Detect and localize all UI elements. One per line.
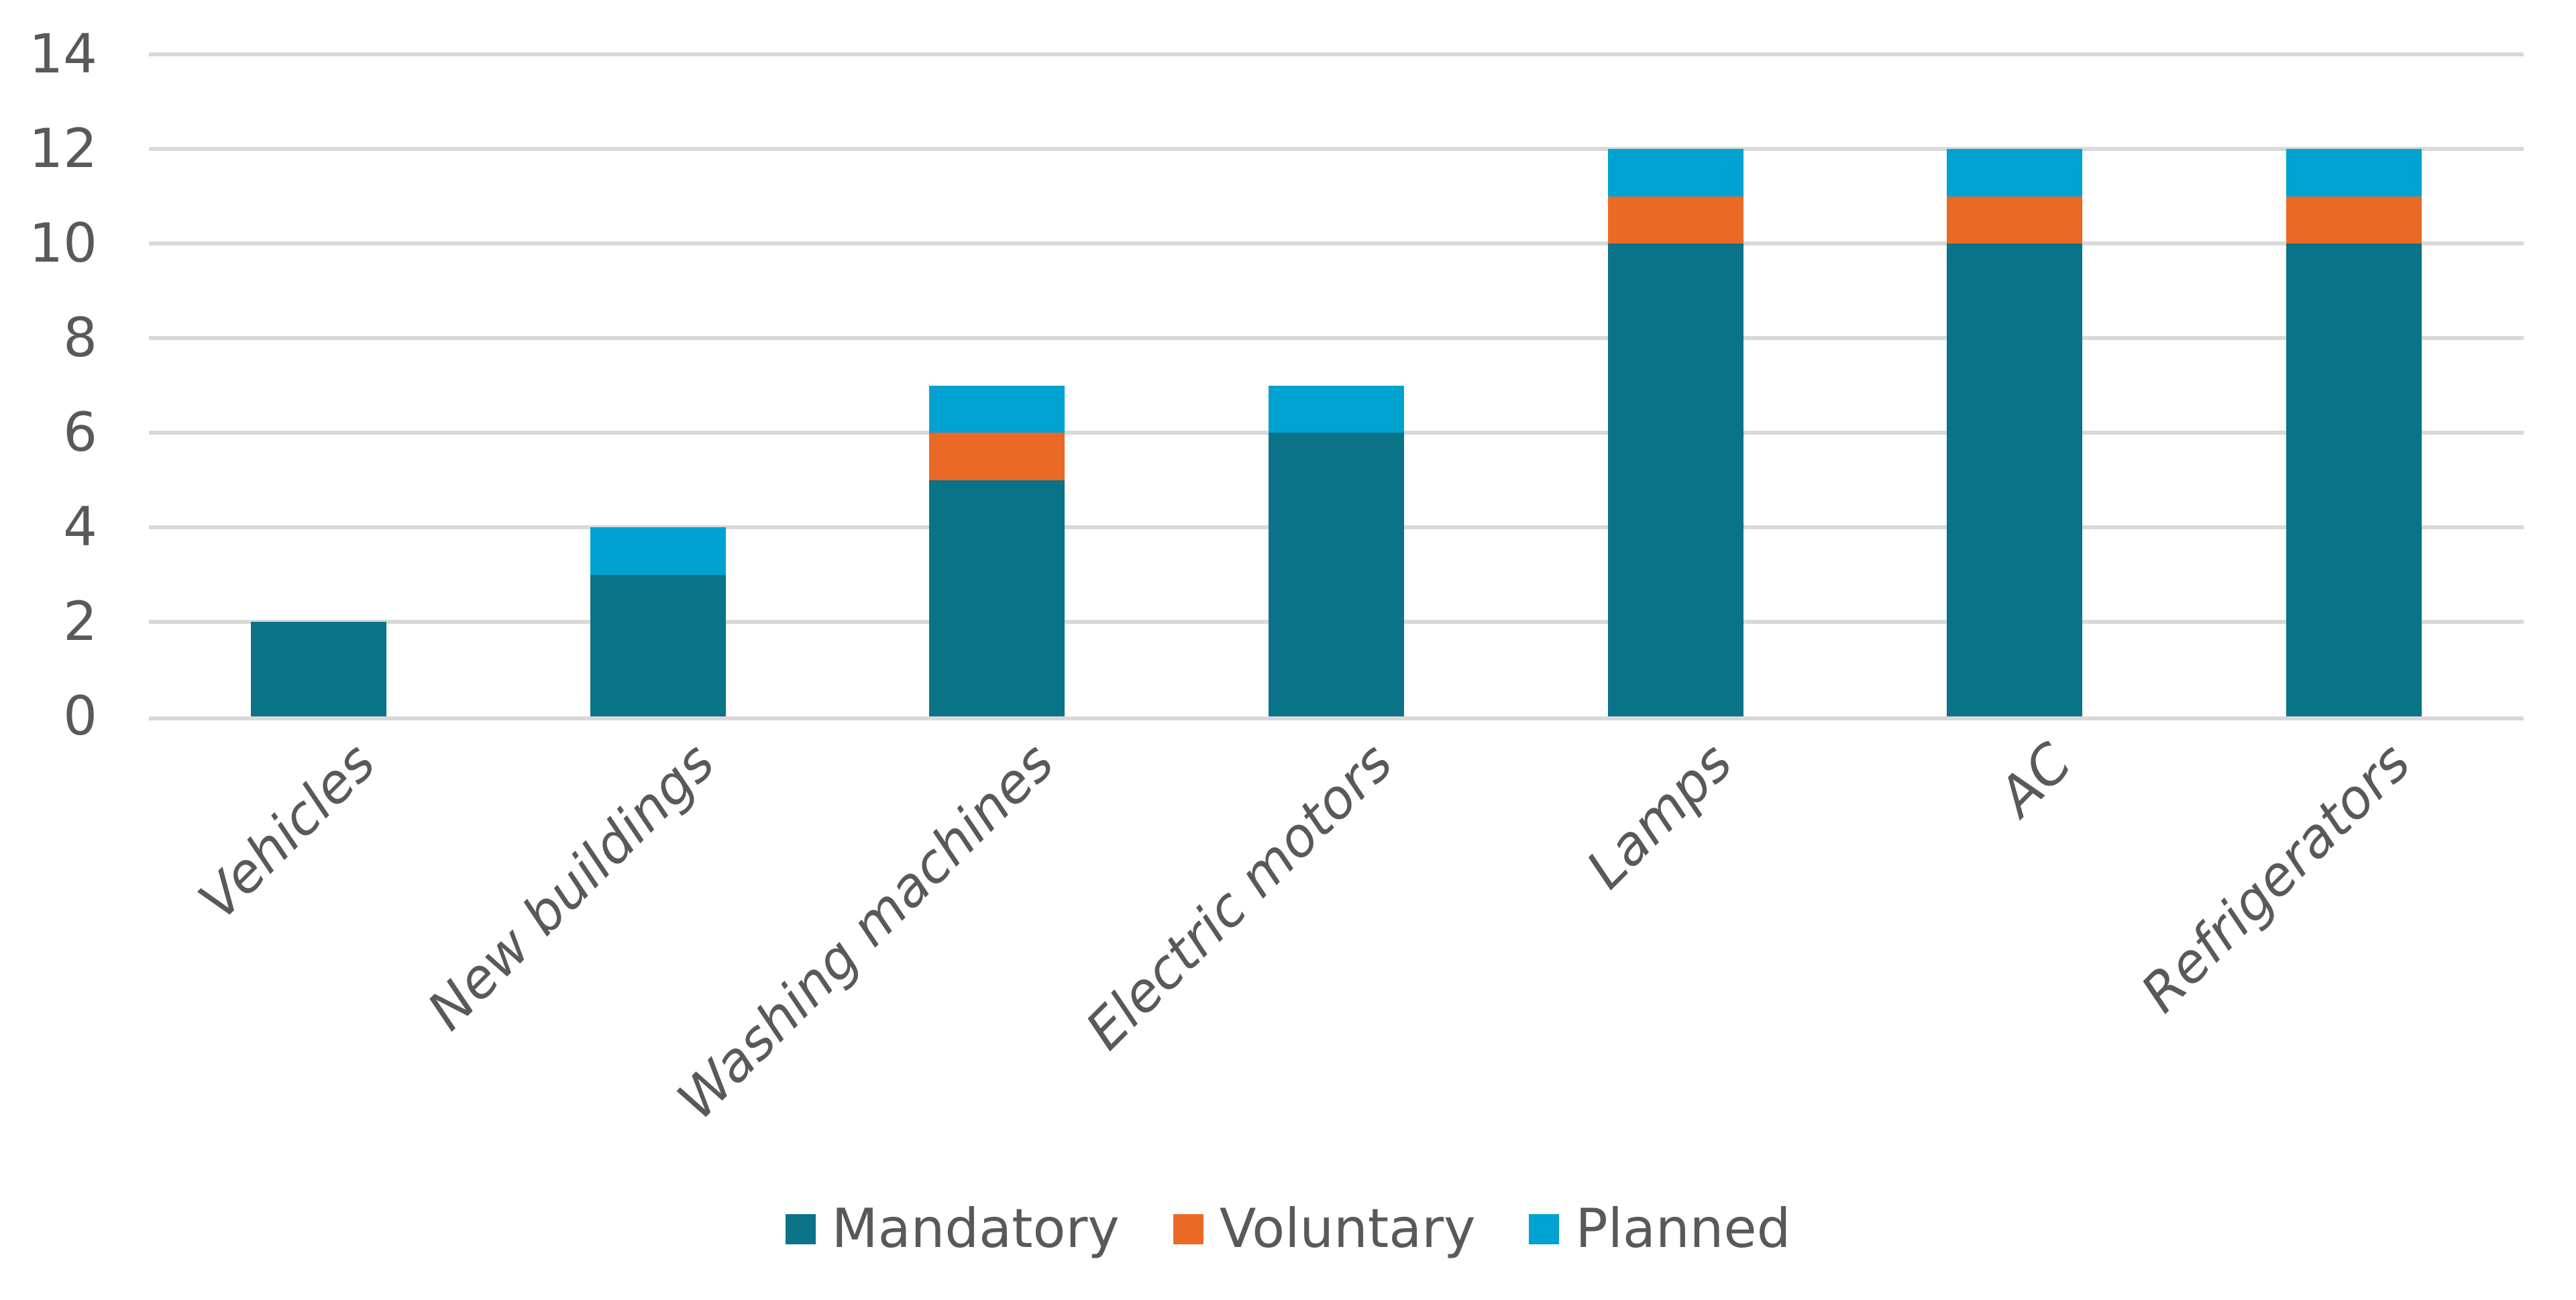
bar-electric-motors (1269, 385, 1404, 716)
x-category-label: Electric motors (1074, 731, 1405, 1062)
legend-item-voluntary: Voluntary (1173, 1197, 1476, 1261)
bar-segment-planned (1269, 385, 1404, 433)
legend-item-planned: Planned (1529, 1197, 1790, 1261)
legend-label: Mandatory (831, 1197, 1120, 1260)
gridline-y14 (149, 52, 2524, 56)
y-tick-label: 0 (63, 685, 97, 747)
bar-segment-planned (1607, 149, 1743, 197)
bar-refrigerators (2286, 149, 2422, 716)
bar-segment-mandatory (590, 574, 726, 716)
legend-label: Planned (1575, 1197, 1791, 1260)
legend: Mandatory Voluntary Planned (0, 1197, 2576, 1261)
bar-segment-mandatory (1607, 243, 1743, 716)
bar-new-buildings (590, 527, 726, 716)
gridline-y12 (149, 147, 2524, 151)
x-category-label: Lamps (1574, 731, 1744, 901)
y-tick-label: 12 (29, 117, 97, 180)
x-category-label: Refrigerators (2129, 731, 2422, 1024)
bar-segment-voluntary (1947, 196, 2083, 243)
gridline-y8 (149, 336, 2524, 340)
legend-swatch-planned (1529, 1213, 1560, 1244)
bar-segment-mandatory (929, 480, 1065, 716)
y-tick-label: 6 (63, 401, 97, 464)
bar-segment-mandatory (250, 622, 386, 716)
plot-area (149, 52, 2524, 720)
bar-washing-machines (929, 385, 1065, 716)
gridline-y10 (149, 241, 2524, 246)
x-category-label: AC (1986, 731, 2084, 828)
bar-segment-voluntary (1607, 196, 1743, 243)
legend-swatch-voluntary (1173, 1213, 1203, 1244)
bar-segment-planned (1947, 149, 2083, 197)
y-tick-label: 8 (63, 307, 97, 369)
bar-lamps (1607, 149, 1743, 716)
legend-swatch-mandatory (785, 1213, 816, 1244)
bar-segment-planned (929, 385, 1065, 433)
bar-vehicles (250, 622, 386, 716)
x-category-label: Vehicles (186, 731, 387, 932)
bar-segment-mandatory (2286, 243, 2422, 716)
y-tick-label: 14 (29, 23, 97, 85)
bar-segment-planned (2286, 149, 2422, 197)
gridline-y0 (149, 716, 2524, 720)
y-tick-label: 4 (63, 496, 97, 558)
bar-segment-voluntary (2286, 196, 2422, 243)
x-category-label: New buildings (415, 731, 727, 1042)
y-tick-label: 10 (29, 212, 97, 274)
legend-item-mandatory: Mandatory (785, 1197, 1120, 1261)
y-tick-label: 2 (63, 590, 97, 653)
bar-segment-mandatory (1947, 243, 2083, 716)
bar-segment-planned (590, 527, 726, 575)
bar-ac (1947, 149, 2083, 716)
bar-segment-mandatory (1269, 433, 1404, 716)
legend-label: Voluntary (1219, 1197, 1476, 1260)
bar-segment-voluntary (929, 433, 1065, 480)
x-category-label: Washing machines (665, 731, 1066, 1132)
